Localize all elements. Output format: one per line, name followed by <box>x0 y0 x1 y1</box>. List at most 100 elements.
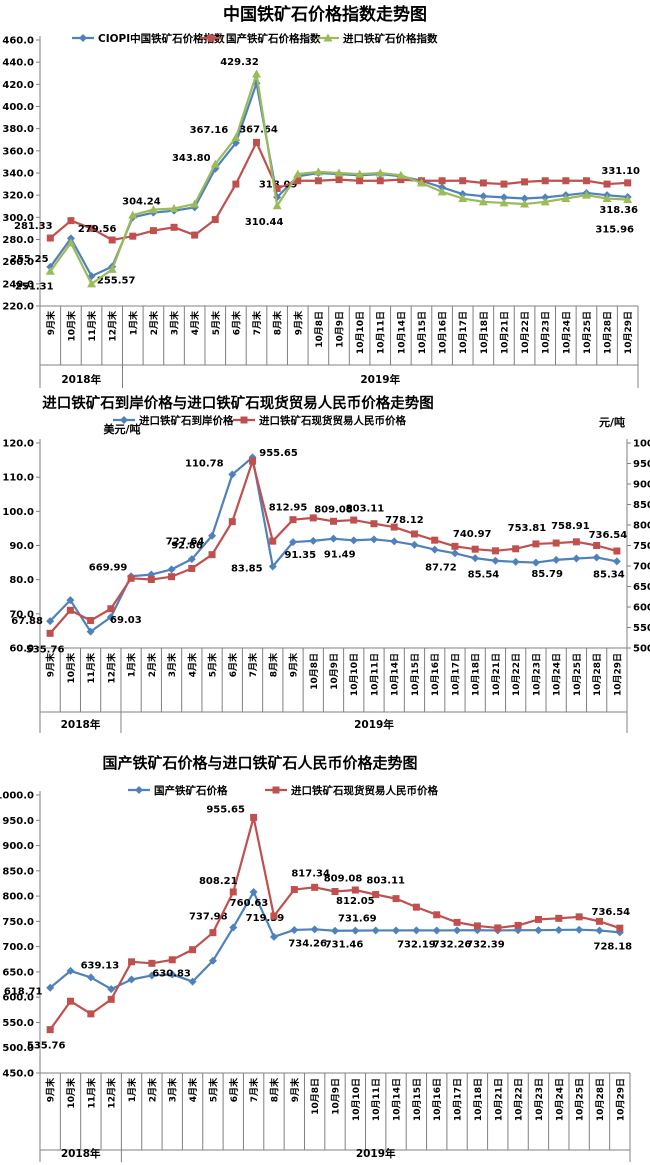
category-label: 10月18日 <box>479 311 490 354</box>
legend-label: 国产铁矿石价格 <box>154 784 228 797</box>
category-label: 10月8日 <box>309 653 320 690</box>
category-label: 10月28日 <box>595 1078 606 1121</box>
legend-item: 进口铁矿石现货贸易人民币价格 <box>233 414 406 427</box>
category-label: 4月末 <box>187 1077 199 1102</box>
svg-text:260.0: 260.0 <box>2 257 34 268</box>
data-label: 734.26 <box>288 938 327 949</box>
year-label: 2019年 <box>356 1147 396 1160</box>
data-label: 955.65 <box>206 804 245 815</box>
category-label: 10月9日 <box>329 653 340 690</box>
data-label: 618.71 <box>4 987 43 998</box>
category-axis: 9月末 10月末 11月末 12月末 1月末 2月末 3月末 4月末 5月末 6月末 7月末 8月末 9… <box>39 648 628 733</box>
category-label: 10月25日 <box>582 311 593 354</box>
category-label: 6月末 <box>230 310 242 335</box>
data-label: 91.35 <box>284 550 316 561</box>
category-label: 10月17日 <box>458 311 469 354</box>
data-label: 535.76 <box>27 1041 66 1052</box>
chart-title: 中国铁矿石价格指数走势图 <box>223 4 427 25</box>
data-label: 630.83 <box>152 969 191 980</box>
svg-text:80.0: 80.0 <box>9 575 34 586</box>
category-label: 10月15日 <box>417 311 428 354</box>
category-label: 10月18日 <box>471 653 482 696</box>
data-label: 731.46 <box>325 940 364 951</box>
svg-text:60.0: 60.0 <box>9 644 34 655</box>
legend-item: 国产铁矿石价格指数 <box>200 32 321 45</box>
data-label: 255.25 <box>10 254 49 265</box>
category-label: 2月末 <box>146 652 158 677</box>
data-label: 281.33 <box>14 221 53 232</box>
data-label: 429.32 <box>220 57 259 68</box>
svg-text:650.0: 650.0 <box>633 582 650 593</box>
svg-text:450.0: 450.0 <box>2 1069 34 1080</box>
series-0-data-labels: 255.25 255.57 304.24 343.80 367.16 318.09 318.… <box>10 125 638 287</box>
legend-label: 进口铁矿石到岸价格 <box>139 414 234 427</box>
data-label: 760.63 <box>230 898 269 909</box>
svg-text:70.0: 70.0 <box>9 609 34 620</box>
data-label: 808.21 <box>199 876 238 887</box>
legend: CIOPI中国铁矿石价格指数 国产铁矿石价格指数 进口铁矿石价格指数 <box>72 32 438 45</box>
svg-text:950.0: 950.0 <box>2 816 34 827</box>
legend-label: 国产铁矿石价格指数 <box>226 32 321 45</box>
category-label: 12月末 <box>106 1077 118 1109</box>
data-label: 740.97 <box>453 529 492 540</box>
svg-text:500.0: 500.0 <box>633 644 650 655</box>
category-label: 10月16日 <box>430 653 441 696</box>
svg-text:700.0: 700.0 <box>633 562 650 573</box>
axes: 1000.0 950.0 900.0 850.0 800.0 750.0 700.0 650.… <box>0 791 630 1080</box>
category-label: 10月16日 <box>432 1078 443 1121</box>
data-label: 315.96 <box>595 225 634 236</box>
category-label: 2月末 <box>146 1077 158 1102</box>
category-label: 10月29日 <box>612 653 623 696</box>
data-label: 87.72 <box>425 562 457 573</box>
y-axis-title: 美元/吨 <box>103 422 140 436</box>
category-label: 10月末 <box>65 310 77 342</box>
svg-text:240.0: 240.0 <box>2 279 34 290</box>
legend-item: 国产铁矿石价格 <box>128 784 228 797</box>
svg-text:90.0: 90.0 <box>9 541 34 552</box>
svg-text:400.0: 400.0 <box>2 102 34 113</box>
svg-text:550.0: 550.0 <box>633 623 650 634</box>
category-label: 5月末 <box>207 652 219 677</box>
svg-text:120.0: 120.0 <box>2 439 34 450</box>
legend-label: 进口铁矿石现货贸易人民币价格 <box>291 784 438 797</box>
category-label: 12月末 <box>105 652 117 684</box>
data-label: 251.31 <box>15 281 54 292</box>
svg-text:1000.0: 1000.0 <box>633 439 650 450</box>
category-label: 10月25日 <box>575 1078 586 1121</box>
domestic-vs-import-rmb-chart: 国产铁矿石价格与进口铁矿石人民币价格走势图 1000.0 950.0 900.0 85… <box>0 754 632 1162</box>
svg-text:800.0: 800.0 <box>633 521 650 532</box>
data-label: 669.99 <box>89 562 128 573</box>
category-axis: 9月末 10月末 11月末 12月末 1月末 2月末 3月末 4月末 5月末 6月末 7月末 8月末 9… <box>39 306 639 388</box>
data-label: 812.05 <box>336 896 375 907</box>
svg-text:850.0: 850.0 <box>633 500 650 511</box>
svg-text:420.0: 420.0 <box>2 80 34 91</box>
data-label: 719.39 <box>246 913 285 924</box>
category-label: 7月末 <box>247 652 259 677</box>
category-label: 11月末 <box>85 1077 97 1109</box>
svg-text:600.0: 600.0 <box>633 603 650 614</box>
data-label: 67.88 <box>11 616 43 627</box>
svg-text:600.0: 600.0 <box>2 993 34 1004</box>
svg-text:500.0: 500.0 <box>2 1043 34 1054</box>
svg-text:340.0: 340.0 <box>2 169 34 180</box>
data-label: 753.81 <box>508 523 547 534</box>
category-label: 9月末 <box>45 310 57 335</box>
category-label: 10月17日 <box>450 653 461 696</box>
data-label: 367.64 <box>239 124 278 135</box>
axes: 460.0 440.0 420.0 400.0 380.0 360.0 340.0 320.0… <box>2 36 638 313</box>
category-label: 10月22日 <box>520 311 531 354</box>
svg-text:750.0: 750.0 <box>2 917 34 928</box>
data-label: 817.34 <box>291 868 330 879</box>
category-label: 10月28日 <box>603 311 614 354</box>
svg-text:900.0: 900.0 <box>633 480 650 491</box>
category-label: 10月23日 <box>531 653 542 696</box>
data-label: 736.54 <box>592 907 631 918</box>
category-label: 3月末 <box>167 1077 179 1102</box>
svg-text:320.0: 320.0 <box>2 191 34 202</box>
category-label: 10月14日 <box>392 1078 403 1121</box>
category-label: 10月21日 <box>493 1078 504 1121</box>
series-2 <box>45 69 633 288</box>
data-label: 255.57 <box>97 276 136 287</box>
data-label: 310.44 <box>245 217 284 228</box>
